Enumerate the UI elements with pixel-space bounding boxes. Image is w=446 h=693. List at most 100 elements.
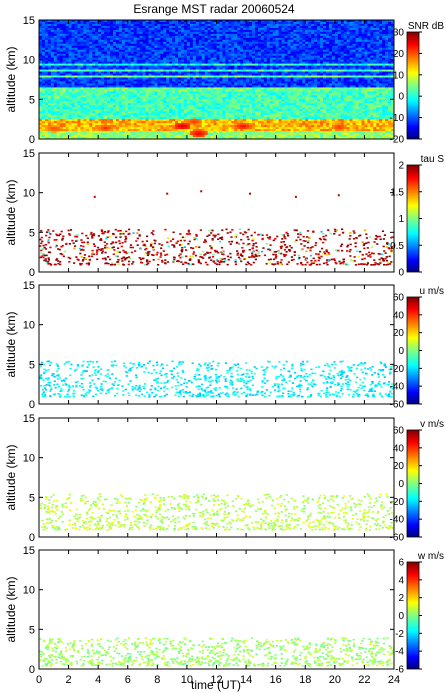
snr-cell — [74, 21, 78, 25]
snr-cell — [328, 69, 333, 72]
snr-cell — [115, 65, 120, 68]
snr-cell — [281, 53, 285, 57]
snr-cell — [243, 53, 247, 57]
snr-cell — [192, 47, 197, 51]
snr-cell — [160, 20, 164, 23]
snr-cell — [287, 59, 291, 63]
snr-cell — [343, 27, 348, 31]
snr-cell — [56, 49, 61, 53]
snr-cell — [388, 53, 392, 57]
snr-cell — [364, 27, 368, 31]
snr-cell — [352, 47, 356, 51]
snr-cell — [172, 79, 176, 82]
snr-cell — [101, 65, 105, 68]
snr-cell — [260, 73, 265, 76]
snr-cell — [172, 89, 176, 92]
snr-cell — [77, 25, 81, 29]
snr-cell — [77, 101, 81, 104]
snr-cell — [83, 99, 87, 102]
snr-cell — [62, 47, 67, 51]
snr-cell — [275, 20, 280, 23]
snr-cell — [266, 85, 271, 88]
snr-cell — [364, 87, 368, 90]
snr-cell — [151, 45, 155, 49]
snr-cell — [183, 93, 188, 96]
snr-cell — [74, 57, 78, 61]
snr-cell — [340, 20, 345, 23]
snr-cell — [299, 87, 303, 90]
snr-cell — [163, 51, 167, 55]
snr-cell — [95, 23, 99, 27]
snr-cell — [175, 101, 179, 104]
snr-cell — [331, 27, 336, 31]
snr-cell — [124, 99, 129, 102]
snr-cell — [62, 39, 67, 43]
snr-cell — [121, 85, 126, 88]
snr-cell — [71, 93, 75, 96]
snr-cell — [169, 45, 173, 49]
snr-cell — [163, 79, 167, 82]
snr-cell — [299, 39, 303, 43]
snr-cell — [101, 97, 105, 100]
snr-cell — [346, 49, 351, 53]
snr-cell — [124, 35, 129, 39]
snr-cell — [121, 35, 126, 39]
snr-cell — [346, 47, 351, 51]
snr-cell — [281, 31, 285, 35]
snr-cell — [367, 45, 371, 49]
snr-cell — [112, 93, 117, 96]
snr-cell — [225, 75, 229, 78]
snr-cell — [186, 20, 191, 23]
snr-cell — [47, 81, 52, 84]
snr-cell — [83, 37, 87, 41]
snr-cell — [385, 85, 389, 88]
snr-cell — [317, 20, 321, 23]
snr-cell — [172, 33, 176, 37]
snr-cell — [219, 53, 223, 57]
snr-cell — [331, 97, 336, 100]
snr-cell — [252, 31, 256, 35]
snr-cell — [361, 23, 365, 27]
snr-cell — [249, 53, 253, 57]
snr-cell — [80, 85, 84, 88]
snr-cell — [379, 69, 383, 72]
snr-cell — [278, 79, 282, 82]
snr-cell — [198, 73, 203, 76]
snr-cell — [325, 43, 330, 47]
snr-cell — [325, 37, 330, 41]
snr-cell — [331, 49, 336, 53]
snr-cell — [391, 75, 394, 78]
snr-cell — [266, 67, 271, 70]
snr-cell — [121, 55, 126, 59]
snr-cell — [240, 63, 244, 67]
snr-cell — [56, 67, 61, 70]
snr-cell — [328, 59, 333, 63]
snr-cell — [331, 29, 336, 33]
snr-cell — [192, 63, 197, 67]
snr-cell — [115, 21, 120, 25]
snr-cell — [237, 23, 241, 27]
snr-cell — [308, 89, 312, 92]
snr-cell — [228, 83, 232, 86]
snr-cell — [355, 35, 359, 39]
snr-cell — [198, 89, 203, 92]
snr-cell — [133, 77, 138, 80]
snr-cell — [65, 49, 69, 53]
snr-cell — [86, 87, 90, 90]
snr-cell — [163, 53, 167, 57]
snr-cell — [121, 49, 126, 53]
snr-cell — [370, 79, 374, 82]
snr-cell — [142, 29, 146, 33]
snr-cell — [157, 65, 161, 68]
snr-cell — [305, 37, 309, 41]
snr-cell — [281, 20, 285, 23]
snr-cell — [139, 57, 143, 61]
snr-cell — [290, 81, 294, 84]
snr-cell — [323, 37, 327, 41]
snr-cell — [89, 55, 93, 59]
snr-cell — [263, 59, 268, 63]
snr-cell — [139, 99, 143, 102]
snr-cell — [355, 67, 359, 70]
snr-cell — [305, 55, 309, 59]
snr-cell — [213, 21, 217, 25]
